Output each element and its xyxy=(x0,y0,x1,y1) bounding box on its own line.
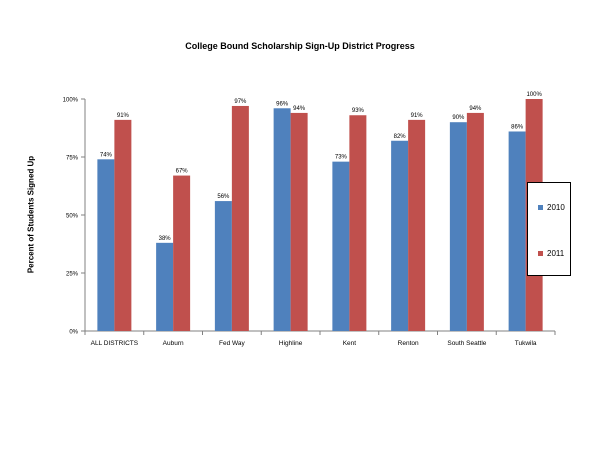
data-label-2010: 90% xyxy=(452,115,465,121)
bar-2010 xyxy=(391,140,409,331)
bar-2011 xyxy=(173,175,191,331)
legend-item-2011: 2011 xyxy=(538,249,564,258)
legend-label-2010: 2010 xyxy=(547,203,565,212)
x-tick-label: Highline xyxy=(279,340,303,347)
x-tick-label: ALL DISTRICTS xyxy=(91,340,139,347)
data-label-2011: 97% xyxy=(234,99,247,105)
x-tick-label: Kent xyxy=(343,340,357,347)
legend: 2010 2011 xyxy=(527,182,571,276)
y-tick-label: 25% xyxy=(66,272,79,278)
legend-swatch-2010 xyxy=(538,205,543,210)
x-tick-label: South Seattle xyxy=(447,340,486,347)
bar-2011 xyxy=(114,119,132,331)
data-label-2010: 56% xyxy=(217,194,230,200)
data-label-2010: 73% xyxy=(335,155,348,161)
x-tick-label: Renton xyxy=(398,340,419,347)
data-label-2011: 94% xyxy=(293,106,306,112)
bar-2011 xyxy=(466,112,484,331)
x-tick-label: Tukwila xyxy=(515,340,537,347)
data-label-2011: 91% xyxy=(411,113,424,119)
data-label-2011: 93% xyxy=(352,108,365,114)
data-label-2011: 91% xyxy=(117,113,130,119)
bar-2011 xyxy=(349,115,367,332)
bar-2010 xyxy=(508,131,526,331)
chart-title: College Bound Scholarship Sign-Up Distri… xyxy=(185,41,415,51)
x-tick-label: Fed Way xyxy=(219,340,246,347)
bar-2011 xyxy=(408,119,426,331)
data-label-2011: 100% xyxy=(526,92,542,98)
y-tick-label: 0% xyxy=(69,330,78,336)
legend-swatch-2011 xyxy=(538,251,543,256)
y-tick-label: 50% xyxy=(66,214,79,220)
bar-2010 xyxy=(332,161,350,331)
data-label-2010: 96% xyxy=(276,101,289,107)
y-tick-label: 100% xyxy=(63,98,79,104)
data-label-2011: 67% xyxy=(176,169,189,175)
legend-label-2011: 2011 xyxy=(547,249,565,258)
bar-2010 xyxy=(273,108,291,331)
x-tick-label: Auburn xyxy=(163,340,184,347)
bar-2010 xyxy=(156,242,174,331)
bar-2011 xyxy=(290,112,308,331)
data-label-2010: 38% xyxy=(159,236,172,242)
y-tick-label: 75% xyxy=(66,156,79,162)
data-label-2011: 94% xyxy=(469,106,482,112)
data-label-2010: 86% xyxy=(511,124,524,130)
data-label-2010: 82% xyxy=(394,134,407,140)
data-label-2010: 74% xyxy=(100,152,113,158)
bar-2010 xyxy=(97,159,115,331)
bar-2011 xyxy=(231,105,249,332)
bar-2010 xyxy=(214,201,232,331)
bar-2010 xyxy=(449,122,467,331)
legend-item-2010: 2010 xyxy=(538,203,565,212)
